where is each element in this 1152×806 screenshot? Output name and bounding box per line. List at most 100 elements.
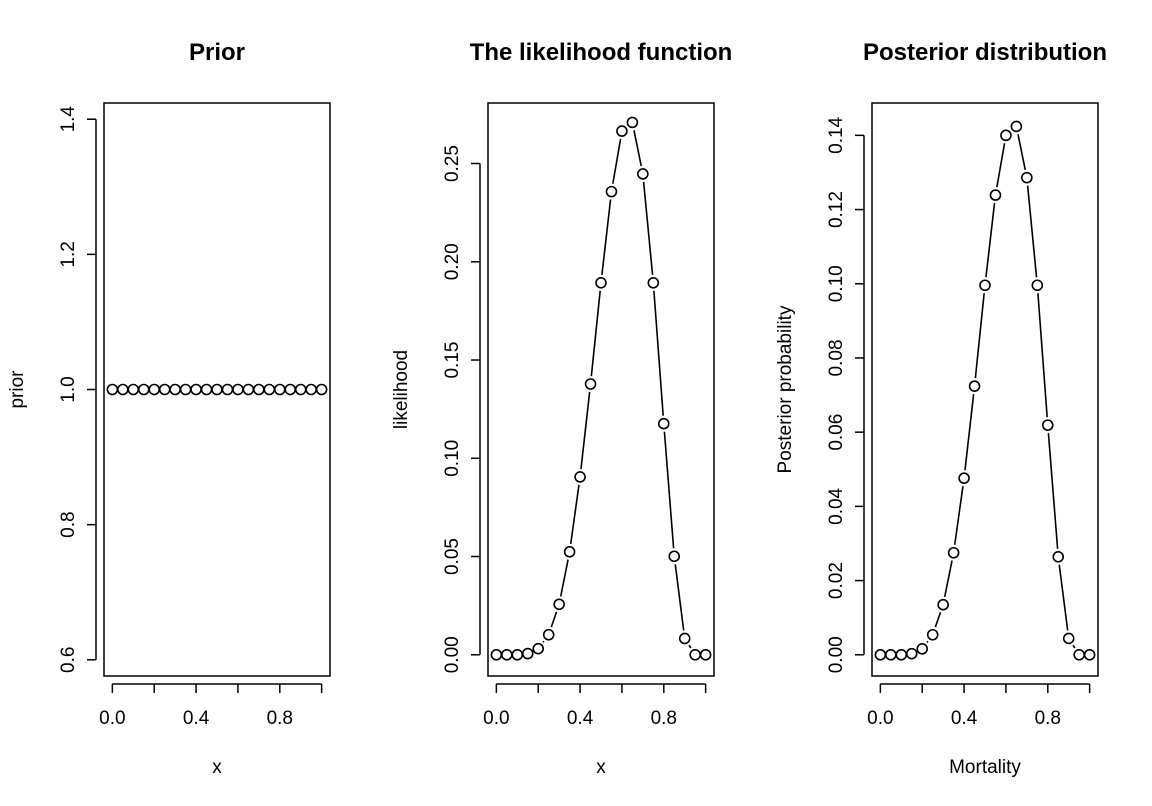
data-point (148, 383, 161, 396)
plot-frame (103, 102, 331, 677)
series-line-segment (1026, 185, 1038, 278)
series-line-segment (590, 290, 601, 377)
series-line-segment (653, 290, 664, 416)
data-point (221, 383, 234, 396)
y-tick-label: 0.04 (826, 487, 847, 524)
series-line-segment (943, 560, 953, 598)
y-tick-label: 0.00 (826, 636, 847, 673)
data-point (1052, 551, 1065, 563)
data-point (885, 648, 897, 661)
x-tick-label: 0.4 (183, 708, 210, 729)
data-point (958, 472, 970, 484)
data-point (532, 642, 545, 655)
series-line-segment (663, 431, 675, 549)
data-point (200, 383, 213, 396)
y-tick-label: 1.4 (58, 106, 79, 133)
chart-title: Posterior distribution (863, 39, 1107, 66)
data-point (284, 383, 297, 396)
data-point (232, 383, 244, 396)
x-tick-label: 0.0 (99, 708, 125, 729)
series-line-segment (674, 564, 685, 631)
series-line-segment (612, 138, 622, 184)
data-point (137, 383, 150, 396)
y-tick-label: 0.20 (442, 243, 463, 280)
data-point (553, 598, 565, 611)
series-line-segment (550, 611, 558, 628)
data-point (905, 647, 918, 660)
x-tick-label: 0.4 (567, 708, 594, 729)
y-tick-label: 0.10 (442, 440, 463, 477)
series-line-segment (1072, 644, 1076, 649)
data-point (315, 383, 328, 396)
series-line-segment (985, 202, 996, 278)
data-point (637, 168, 649, 180)
data-point (647, 276, 660, 289)
y-tick-label: 0.02 (826, 562, 847, 599)
data-point (1041, 419, 1054, 431)
series-line-segment (542, 640, 545, 643)
data-point (1031, 279, 1044, 292)
data-point (689, 648, 701, 661)
data-point (294, 383, 307, 396)
series-line-segment (1017, 134, 1027, 170)
data-point (511, 648, 524, 661)
data-point (574, 471, 586, 483)
data-point (657, 417, 670, 430)
x-tick-label: 0.8 (651, 708, 677, 729)
series-line-segment (953, 485, 964, 545)
y-tick-label: 0.25 (442, 145, 463, 182)
series-line-segment (559, 559, 569, 597)
series-line-segment (974, 293, 985, 379)
data-point (542, 628, 555, 641)
series-line-segment (569, 484, 580, 544)
data-point (1021, 171, 1033, 184)
data-point (1010, 120, 1023, 133)
y-tick-label: 0.14 (826, 116, 847, 153)
data-point (989, 189, 1002, 201)
series-line-segment (934, 611, 942, 628)
data-point (106, 383, 119, 396)
y-tick-label: 0.06 (826, 414, 847, 451)
x-tick-label: 0.4 (951, 708, 978, 729)
data-point (699, 648, 712, 661)
chart-panel-2: The likelihood function 0.0 0.4 0.8 0.00 0.05… (391, 39, 732, 778)
y-axis-label: likelihood (391, 350, 412, 429)
data-point (563, 546, 576, 558)
y-tick-label: 0.15 (442, 342, 463, 379)
data-point (169, 383, 181, 396)
data-point (916, 643, 929, 655)
data-point (937, 598, 949, 611)
chart-title: Prior (189, 39, 245, 66)
series-line-segment (688, 644, 692, 649)
series-line-segment (580, 391, 591, 470)
data-point (117, 383, 129, 396)
y-tick-label: 0.10 (826, 265, 847, 302)
data-point (678, 632, 691, 645)
y-tick-label: 0.08 (826, 339, 847, 376)
data-point (273, 383, 286, 396)
x-tick-label: 0.0 (867, 708, 893, 729)
data-point (926, 628, 939, 641)
x-tick-label: 0.8 (1035, 708, 1061, 729)
y-axis-label: Posterior probability (775, 305, 796, 473)
data-point (490, 648, 503, 661)
data-point (190, 383, 202, 396)
series-line-segment (1047, 433, 1059, 549)
data-point (1062, 632, 1075, 645)
data-point (626, 116, 639, 129)
x-tick-label: 0.8 (267, 708, 293, 729)
data-point (501, 648, 513, 661)
series-line-segment (926, 640, 929, 643)
data-point (127, 383, 140, 396)
data-point (1073, 648, 1085, 661)
y-tick-label: 0.12 (826, 191, 847, 228)
chart-panel-1: Prior 0.0 0.4 0.8 0.6 0.8 1.0 1.2 1.4 x prior (7, 39, 331, 778)
series-line-segment (642, 181, 654, 275)
y-tick-label: 0.00 (442, 636, 463, 673)
series-line-segment (964, 394, 975, 471)
data-point (979, 279, 991, 292)
series-line-segment (1058, 564, 1069, 631)
data-point (263, 383, 276, 396)
series-line-segment (601, 199, 612, 275)
